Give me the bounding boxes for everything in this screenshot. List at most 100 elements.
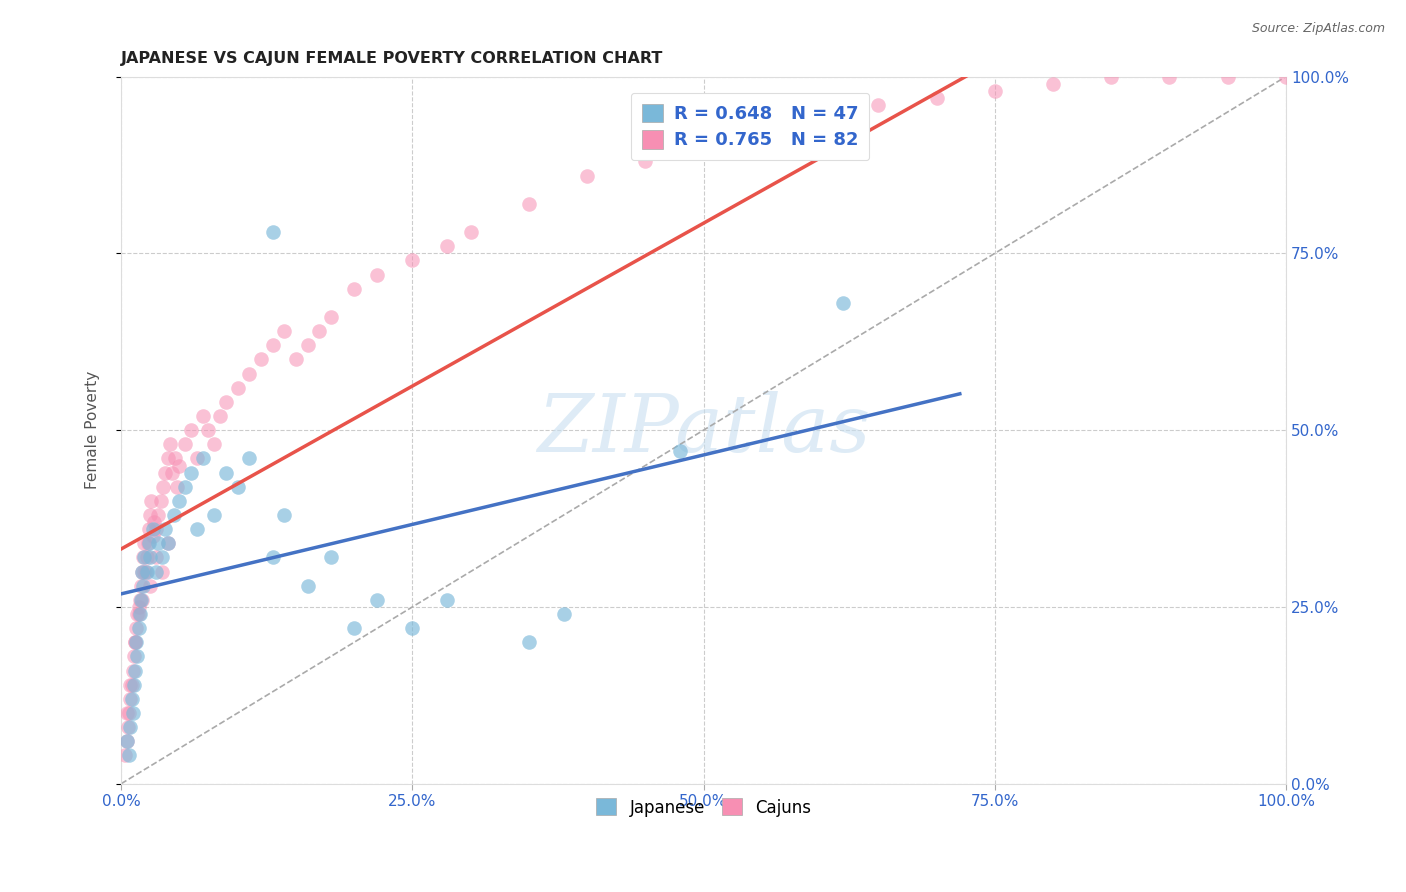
Point <box>366 268 388 282</box>
Point <box>152 480 174 494</box>
Point <box>262 338 284 352</box>
Point <box>238 451 260 466</box>
Legend: Japanese, Cajuns: Japanese, Cajuns <box>588 790 820 825</box>
Point <box>142 522 165 536</box>
Point <box>141 494 163 508</box>
Point <box>162 466 184 480</box>
Point <box>131 593 153 607</box>
Point <box>169 494 191 508</box>
Text: ZIPatlas: ZIPatlas <box>537 392 870 469</box>
Point <box>166 480 188 494</box>
Point <box>132 579 155 593</box>
Point <box>162 508 184 522</box>
Point <box>120 678 142 692</box>
Point <box>925 91 948 105</box>
Point <box>156 451 179 466</box>
Point <box>127 649 149 664</box>
Point <box>517 635 540 649</box>
Point <box>145 565 167 579</box>
Point <box>156 536 179 550</box>
Point <box>273 324 295 338</box>
Point <box>460 225 482 239</box>
Point <box>149 494 172 508</box>
Point <box>634 154 657 169</box>
Text: Source: ZipAtlas.com: Source: ZipAtlas.com <box>1251 22 1385 36</box>
Point <box>1042 77 1064 91</box>
Point <box>1099 70 1122 84</box>
Point <box>262 550 284 565</box>
Point <box>128 607 150 621</box>
Point <box>139 550 162 565</box>
Point <box>159 437 181 451</box>
Point <box>250 352 273 367</box>
Point <box>343 282 366 296</box>
Point <box>148 536 170 550</box>
Point <box>284 352 307 367</box>
Point <box>202 437 225 451</box>
Point <box>115 734 138 748</box>
Point <box>145 550 167 565</box>
Point <box>128 599 150 614</box>
Point <box>122 649 145 664</box>
Point <box>180 466 202 480</box>
Point <box>115 734 138 748</box>
Point <box>121 706 143 720</box>
Point <box>139 508 162 522</box>
Point <box>868 98 890 112</box>
Point <box>127 607 149 621</box>
Point <box>308 324 330 338</box>
Point <box>1216 70 1239 84</box>
Point <box>984 84 1007 98</box>
Point <box>401 621 423 635</box>
Y-axis label: Female Poverty: Female Poverty <box>86 371 100 490</box>
Point <box>134 536 156 550</box>
Point <box>121 691 143 706</box>
Point <box>401 253 423 268</box>
Point <box>808 112 831 126</box>
Point <box>124 664 146 678</box>
Point <box>186 522 208 536</box>
Point <box>553 607 575 621</box>
Point <box>114 748 136 763</box>
Point <box>129 579 152 593</box>
Point <box>215 466 238 480</box>
Point <box>148 508 170 522</box>
Point <box>128 593 150 607</box>
Point <box>262 225 284 239</box>
Point <box>118 706 141 720</box>
Point <box>576 169 599 183</box>
Point <box>832 296 855 310</box>
Point <box>142 529 165 543</box>
Point <box>174 480 197 494</box>
Point <box>174 437 197 451</box>
Point <box>517 197 540 211</box>
Point <box>319 310 342 324</box>
Point <box>136 536 159 550</box>
Point <box>273 508 295 522</box>
Point <box>131 565 153 579</box>
Point <box>163 451 186 466</box>
Point <box>155 466 177 480</box>
Point <box>343 621 366 635</box>
Point <box>150 550 173 565</box>
Point <box>135 565 157 579</box>
Point <box>125 621 148 635</box>
Point <box>169 458 191 473</box>
Point <box>297 579 319 593</box>
Point <box>121 664 143 678</box>
Point <box>226 480 249 494</box>
Point <box>436 239 458 253</box>
Point <box>197 423 219 437</box>
Point <box>209 409 232 423</box>
Point <box>134 565 156 579</box>
Point <box>155 522 177 536</box>
Point <box>751 126 773 140</box>
Point <box>1275 70 1298 84</box>
Point <box>436 593 458 607</box>
Point <box>124 635 146 649</box>
Point <box>238 367 260 381</box>
Point <box>124 635 146 649</box>
Point <box>120 720 142 734</box>
Point <box>297 338 319 352</box>
Point <box>121 678 143 692</box>
